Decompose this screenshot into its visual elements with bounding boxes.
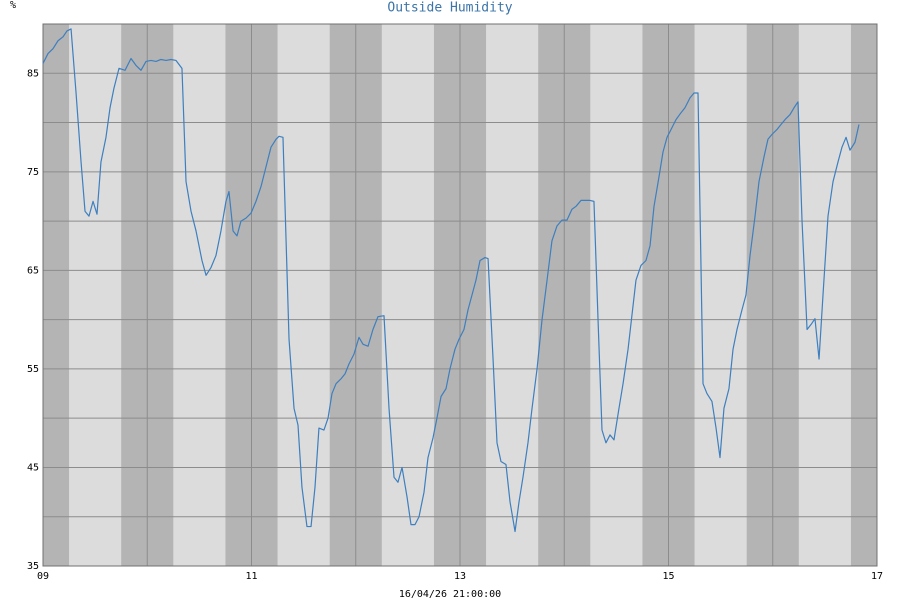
x-tick-label: 17 bbox=[871, 571, 883, 582]
y-tick-label: 75 bbox=[27, 167, 39, 178]
y-unit: % bbox=[10, 0, 16, 11]
plot-frame bbox=[42, 23, 878, 567]
night-band bbox=[43, 24, 70, 566]
x-axis-label: 16/04/26 21:00:00 bbox=[399, 589, 501, 600]
y-tick-label: 55 bbox=[27, 364, 39, 375]
y-tick-label: 45 bbox=[27, 462, 39, 473]
y-tick-label: 35 bbox=[27, 561, 39, 572]
y-tick-label: 65 bbox=[27, 265, 39, 276]
night-band bbox=[850, 24, 877, 566]
x-tick-label: 13 bbox=[454, 571, 466, 582]
y-tick-label: 85 bbox=[27, 68, 39, 79]
data-line bbox=[42, 28, 860, 533]
x-tick-label: 09 bbox=[37, 571, 49, 582]
x-tick-label: 15 bbox=[662, 571, 674, 582]
x-tick-label: 11 bbox=[245, 571, 257, 582]
chart-title: Outside Humidity bbox=[387, 1, 512, 16]
